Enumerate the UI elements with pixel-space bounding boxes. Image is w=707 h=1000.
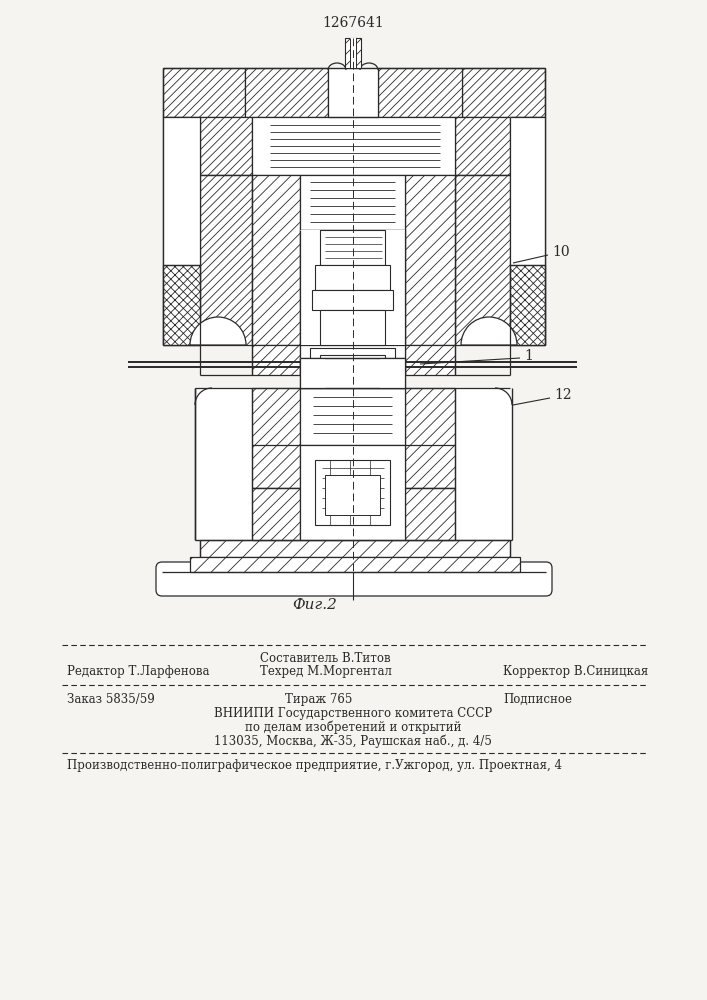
Bar [163,68,245,117]
Bar [510,117,545,265]
Bar [252,488,300,540]
Bar [195,388,252,540]
Text: Составитель В.Титов: Составитель В.Титов [260,652,391,664]
Text: Фиг.2: Фиг.2 [293,598,337,612]
Bar [462,68,545,117]
Bar [300,230,405,345]
Text: по делам изобретений и открытий: по делам изобретений и открытий [245,720,461,734]
Bar [245,68,328,117]
Bar [252,388,300,488]
Text: Заказ 5835/59: Заказ 5835/59 [67,692,155,706]
Wedge shape [461,317,517,345]
Bar [300,345,405,375]
Bar [455,175,510,345]
FancyBboxPatch shape [156,562,552,596]
Bar [405,345,455,375]
Bar [315,460,390,525]
Bar [325,475,380,515]
Bar [315,265,390,290]
Bar [455,388,512,540]
Bar [300,445,405,540]
Bar [405,488,455,540]
Text: 12: 12 [554,388,572,402]
Bar [350,38,356,68]
Bar [163,117,200,265]
Bar [405,175,455,345]
Bar [320,230,385,265]
Bar [200,540,510,557]
Text: Производственно-полиграфическое предприятие, г.Ужгород, ул. Проектная, 4: Производственно-полиграфическое предприя… [67,760,562,772]
Bar [310,348,395,363]
Bar [380,358,405,388]
Text: Техред М.Моргентал: Техред М.Моргентал [260,666,392,678]
Wedge shape [190,317,246,345]
Wedge shape [195,388,212,405]
Bar [300,388,405,445]
Text: 10: 10 [552,245,570,259]
Bar [200,117,252,175]
Bar [510,117,545,345]
Bar [455,117,510,175]
Text: Тираж 765: Тираж 765 [285,692,352,706]
Bar [252,117,455,175]
Text: 1: 1 [524,349,533,363]
Wedge shape [495,388,512,405]
Bar [163,117,200,345]
Bar [300,358,405,388]
Text: 1267641: 1267641 [322,16,384,30]
Bar [190,557,520,572]
Bar [328,68,378,117]
Bar [312,290,393,310]
Bar [405,388,455,488]
Text: Подписное: Подписное [503,692,572,706]
Bar [300,175,405,230]
Bar [200,175,252,345]
Bar [163,265,200,345]
Text: Корректор В.Синицкая: Корректор В.Синицкая [503,666,648,678]
Text: 113035, Москва, Ж-35, Раушская наб., д. 4/5: 113035, Москва, Ж-35, Раушская наб., д. … [214,734,492,748]
Bar [320,355,385,375]
Text: ВНИИПИ Государственного комитета СССР: ВНИИПИ Государственного комитета СССР [214,706,492,720]
Bar [252,175,300,345]
Text: Редактор Т.Ларфенова: Редактор Т.Ларфенова [67,666,209,678]
Bar [385,230,405,345]
Bar [300,230,320,345]
Bar [510,265,545,345]
Bar [345,38,361,68]
Bar [320,310,385,345]
Bar [300,358,325,388]
Bar [252,345,300,375]
Bar [378,68,462,117]
